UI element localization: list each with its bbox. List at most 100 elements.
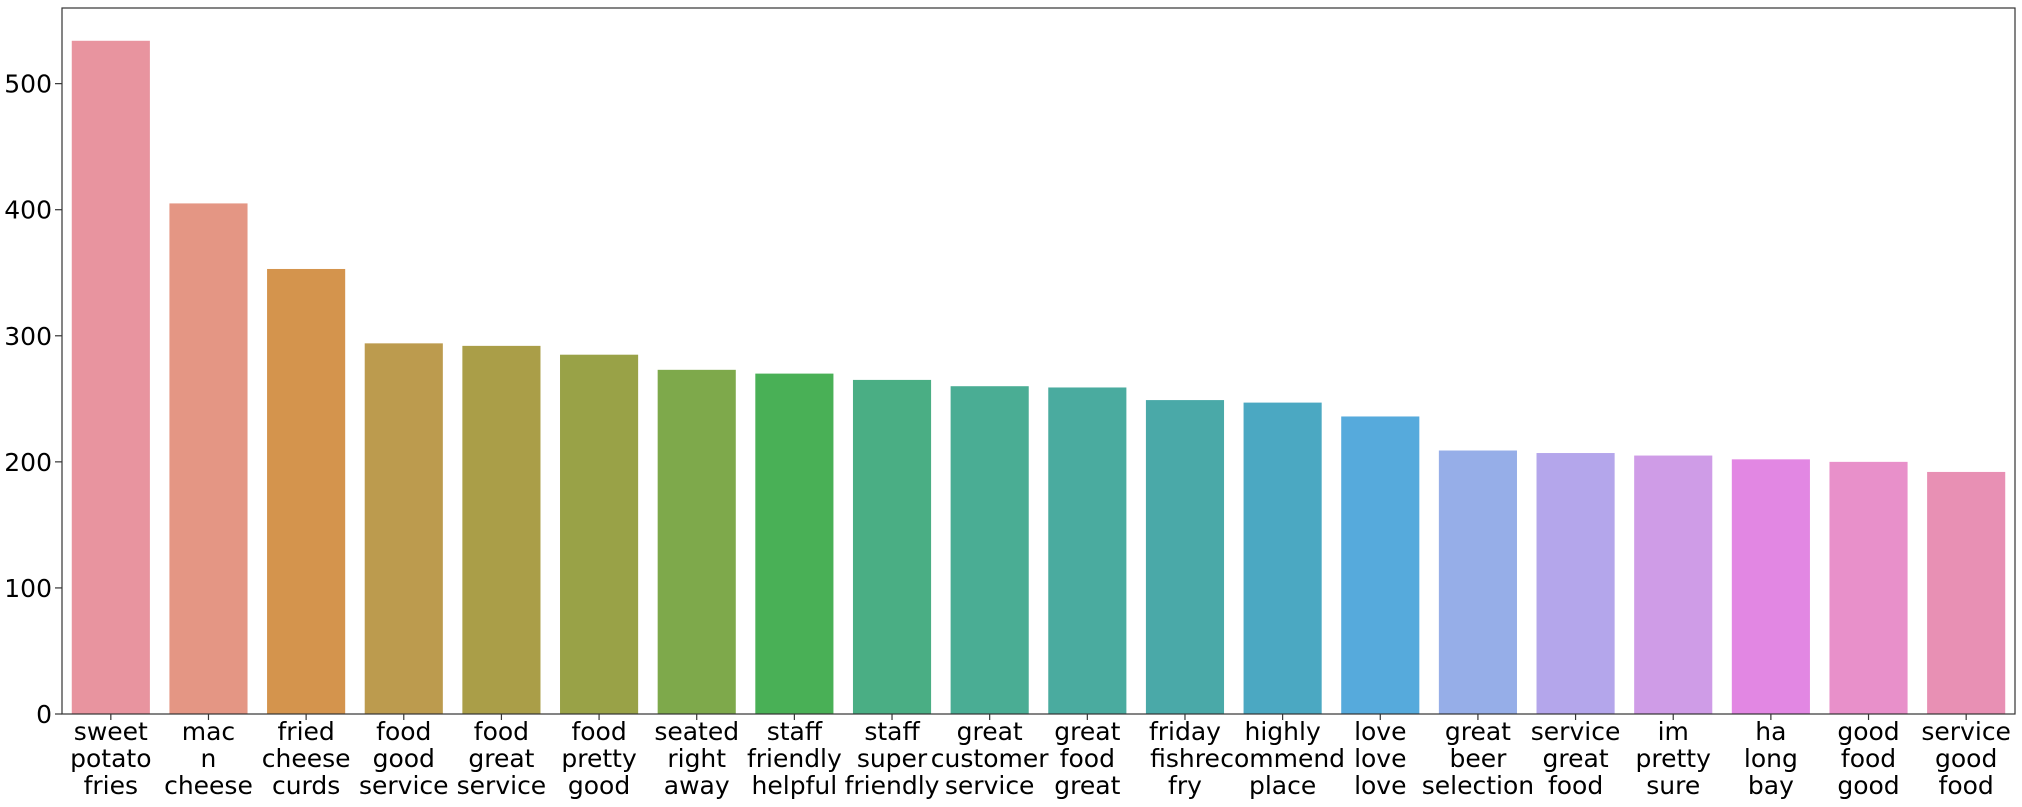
x-tick-label: friday fishre fry [1149, 717, 1221, 800]
x-tick-label-line: right [667, 744, 726, 773]
x-tick-label-line: sweet [74, 717, 148, 746]
y-tick-label: 200 [4, 448, 52, 477]
x-tick-label: staff super friendly [845, 717, 940, 800]
bar [852, 379, 932, 714]
x-tick-label-line: good [1837, 771, 1899, 800]
x-tick-label-line: service [945, 771, 1035, 800]
y-tick-label: 0 [36, 700, 52, 729]
x-tick-label: food great service [457, 717, 547, 800]
x-tick-label: love love love [1354, 717, 1406, 800]
bar [1438, 450, 1517, 714]
x-tick-label-line: friday [1149, 717, 1221, 746]
x-tick-label-line: im [1658, 717, 1689, 746]
x-tick-label-line: n [201, 744, 217, 773]
x-tick-label: service great food [1531, 717, 1621, 800]
bar [1634, 455, 1713, 714]
bar [1536, 453, 1615, 714]
x-tick-label-line: great [1445, 717, 1511, 746]
x-tick-label-line: great [1054, 717, 1120, 746]
x-tick-label-line: away [664, 771, 730, 800]
x-tick-label-line: food [1939, 771, 1994, 800]
x-tick-label-line: friendly [845, 771, 940, 800]
bar [364, 343, 443, 714]
x-tick-label: great customer service [931, 717, 1049, 800]
x-tick-label: service good food [1921, 717, 2011, 800]
x-tick-label-line: food [1841, 744, 1896, 773]
x-tick-label-line: great [1054, 771, 1120, 800]
x-tick-label-line: commend [1220, 744, 1345, 773]
x-tick-label-line: service [359, 771, 449, 800]
x-tick-label-line: love [1354, 771, 1406, 800]
x-tick-label-line: good [1935, 744, 1997, 773]
x-tick-label-line: ha [1755, 717, 1786, 746]
x-tick-label-line: great [468, 744, 534, 773]
x-tick-label-line: long [1744, 744, 1798, 773]
x-tick-label-line: cheese [262, 744, 351, 773]
x-tick-label-line: good [1837, 717, 1899, 746]
x-tick-label-line: love [1354, 717, 1406, 746]
x-tick-label-line: staff [767, 717, 823, 746]
x-tick-label-line: potato [70, 744, 151, 773]
x-tick-label-line: staff [864, 717, 920, 746]
bar [462, 345, 541, 714]
x-tick-label-line: love [1354, 744, 1406, 773]
x-tick-label-line: fried [277, 717, 334, 746]
x-tick-label-line: food [376, 717, 431, 746]
bar [71, 40, 150, 715]
bar [657, 369, 736, 714]
y-tick-label: 100 [4, 574, 52, 603]
x-tick-label-line: good [373, 744, 435, 773]
x-tick-label-line: food [474, 717, 529, 746]
bar [1829, 461, 1908, 714]
x-tick-label-line: seated [654, 717, 739, 746]
y-axis: 0 100 200 300 400 500 [4, 70, 62, 729]
x-tick-label-line: service [1531, 717, 1621, 746]
y-tick-label: 500 [4, 70, 52, 99]
bar [560, 354, 639, 714]
x-tick-label-line: friendly [747, 744, 842, 773]
x-tick-label: seated right away [654, 717, 739, 800]
x-tick-label-line: highly [1245, 717, 1321, 746]
x-tick-label: food good service [359, 717, 449, 800]
plot-frame [61, 7, 2016, 715]
bar [1243, 402, 1322, 714]
bar [169, 203, 248, 715]
x-tick-label-line: curds [272, 771, 340, 800]
bar [1048, 387, 1127, 714]
x-tick-label-line: selection [1422, 771, 1534, 800]
x-tick-label-line: place [1249, 771, 1316, 800]
y-tick-label: 400 [4, 196, 52, 225]
x-tick-label-line: great [1543, 744, 1609, 773]
x-tick-label: im pretty sure [1636, 717, 1712, 800]
y-tick-label: 300 [4, 322, 52, 351]
x-tick-label-line: fries [84, 771, 138, 800]
x-tick-label-line: beer [1449, 744, 1507, 773]
bar [267, 268, 346, 714]
bar [755, 373, 834, 714]
x-tick-label-line: pretty [1636, 744, 1712, 773]
x-tick-label-line: great [957, 717, 1023, 746]
x-tick-label: great food great [1054, 717, 1120, 800]
bar [1927, 471, 2006, 714]
bar [950, 386, 1029, 714]
x-tick-label-line: fishre [1150, 744, 1220, 773]
x-tick-label-line: good [568, 771, 630, 800]
x-tick-label-line: mac [182, 717, 235, 746]
x-tick-label: sweet potato fries [70, 717, 151, 800]
x-tick-label: staff friendly helpful [747, 717, 842, 800]
bars-group [71, 40, 2006, 715]
x-tick-label-line: food [571, 717, 626, 746]
x-tick-label: good food good [1837, 717, 1899, 800]
bar [1145, 400, 1225, 714]
x-tick-label-line: service [457, 771, 547, 800]
x-tick-label: fried cheese curds [262, 717, 351, 800]
x-tick-label-line: food [1060, 744, 1115, 773]
x-tick-label: great beer selection [1422, 717, 1534, 800]
x-tick-label-line: customer [931, 744, 1049, 773]
x-tick-label: highly commend place [1220, 717, 1345, 800]
x-tick-label-line: food [1548, 771, 1603, 800]
x-tick-label-line: sure [1646, 771, 1700, 800]
x-tick-label-line: pretty [561, 744, 637, 773]
x-tick-label: food pretty good [561, 717, 637, 800]
